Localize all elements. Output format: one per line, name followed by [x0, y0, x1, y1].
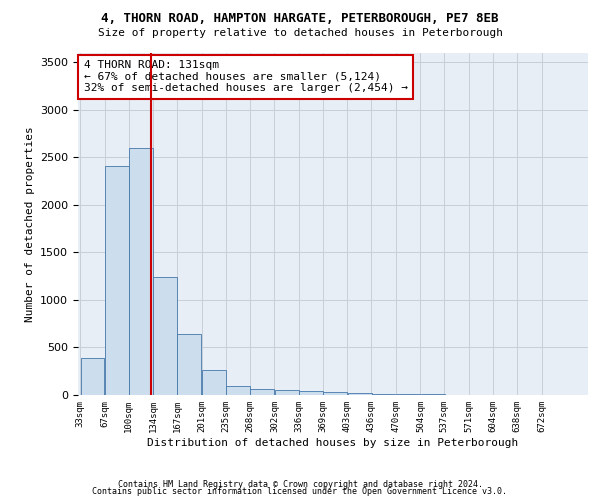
Text: 4 THORN ROAD: 131sqm
← 67% of detached houses are smaller (5,124)
32% of semi-de: 4 THORN ROAD: 131sqm ← 67% of detached h… — [84, 60, 408, 94]
Bar — [250, 390, 274, 395]
Bar — [154, 277, 178, 395]
Bar — [202, 370, 226, 395]
X-axis label: Distribution of detached houses by size in Peterborough: Distribution of detached houses by size … — [148, 438, 518, 448]
Bar — [80, 358, 104, 395]
Text: 4, THORN ROAD, HAMPTON HARGATE, PETERBOROUGH, PE7 8EB: 4, THORN ROAD, HAMPTON HARGATE, PETERBOR… — [101, 12, 499, 26]
Text: Size of property relative to detached houses in Peterborough: Size of property relative to detached ho… — [97, 28, 503, 38]
Bar — [348, 393, 371, 395]
Bar — [178, 334, 201, 395]
Bar — [105, 166, 129, 395]
Text: Contains public sector information licensed under the Open Government Licence v3: Contains public sector information licen… — [92, 487, 508, 496]
Bar — [421, 394, 445, 395]
Text: Contains HM Land Registry data © Crown copyright and database right 2024.: Contains HM Land Registry data © Crown c… — [118, 480, 482, 489]
Bar — [275, 390, 299, 395]
Bar — [129, 148, 153, 395]
Bar — [226, 386, 250, 395]
Bar — [371, 394, 395, 395]
Y-axis label: Number of detached properties: Number of detached properties — [25, 126, 35, 322]
Bar — [299, 390, 323, 395]
Bar — [396, 394, 420, 395]
Bar — [323, 392, 347, 395]
